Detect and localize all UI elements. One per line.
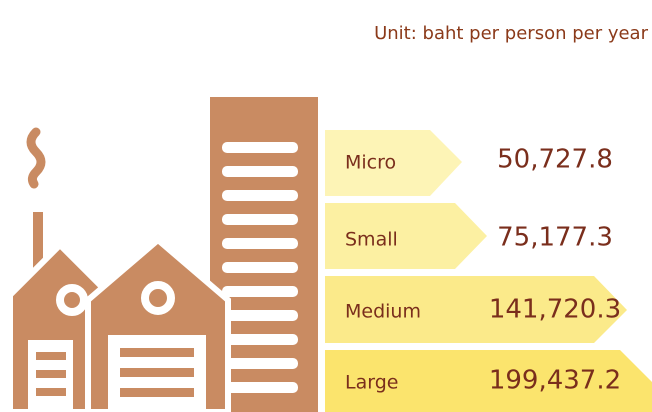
size-label: Large <box>345 372 398 394</box>
size-value: 141,720.3 <box>489 295 621 325</box>
size-label: Micro <box>345 152 396 174</box>
size-arrows <box>325 130 652 412</box>
arrow <box>325 276 627 343</box>
unit-note: Unit: baht per person per year <box>374 23 648 44</box>
size-value: 75,177.3 <box>497 223 613 253</box>
size-label: Medium <box>345 301 421 323</box>
arrow <box>325 203 487 269</box>
arrow <box>325 130 462 196</box>
size-label: Small <box>345 229 398 251</box>
size-value: 50,727.8 <box>497 145 613 175</box>
arrow <box>325 350 652 412</box>
size-value: 199,437.2 <box>489 366 621 396</box>
factory-icon <box>7 97 318 412</box>
